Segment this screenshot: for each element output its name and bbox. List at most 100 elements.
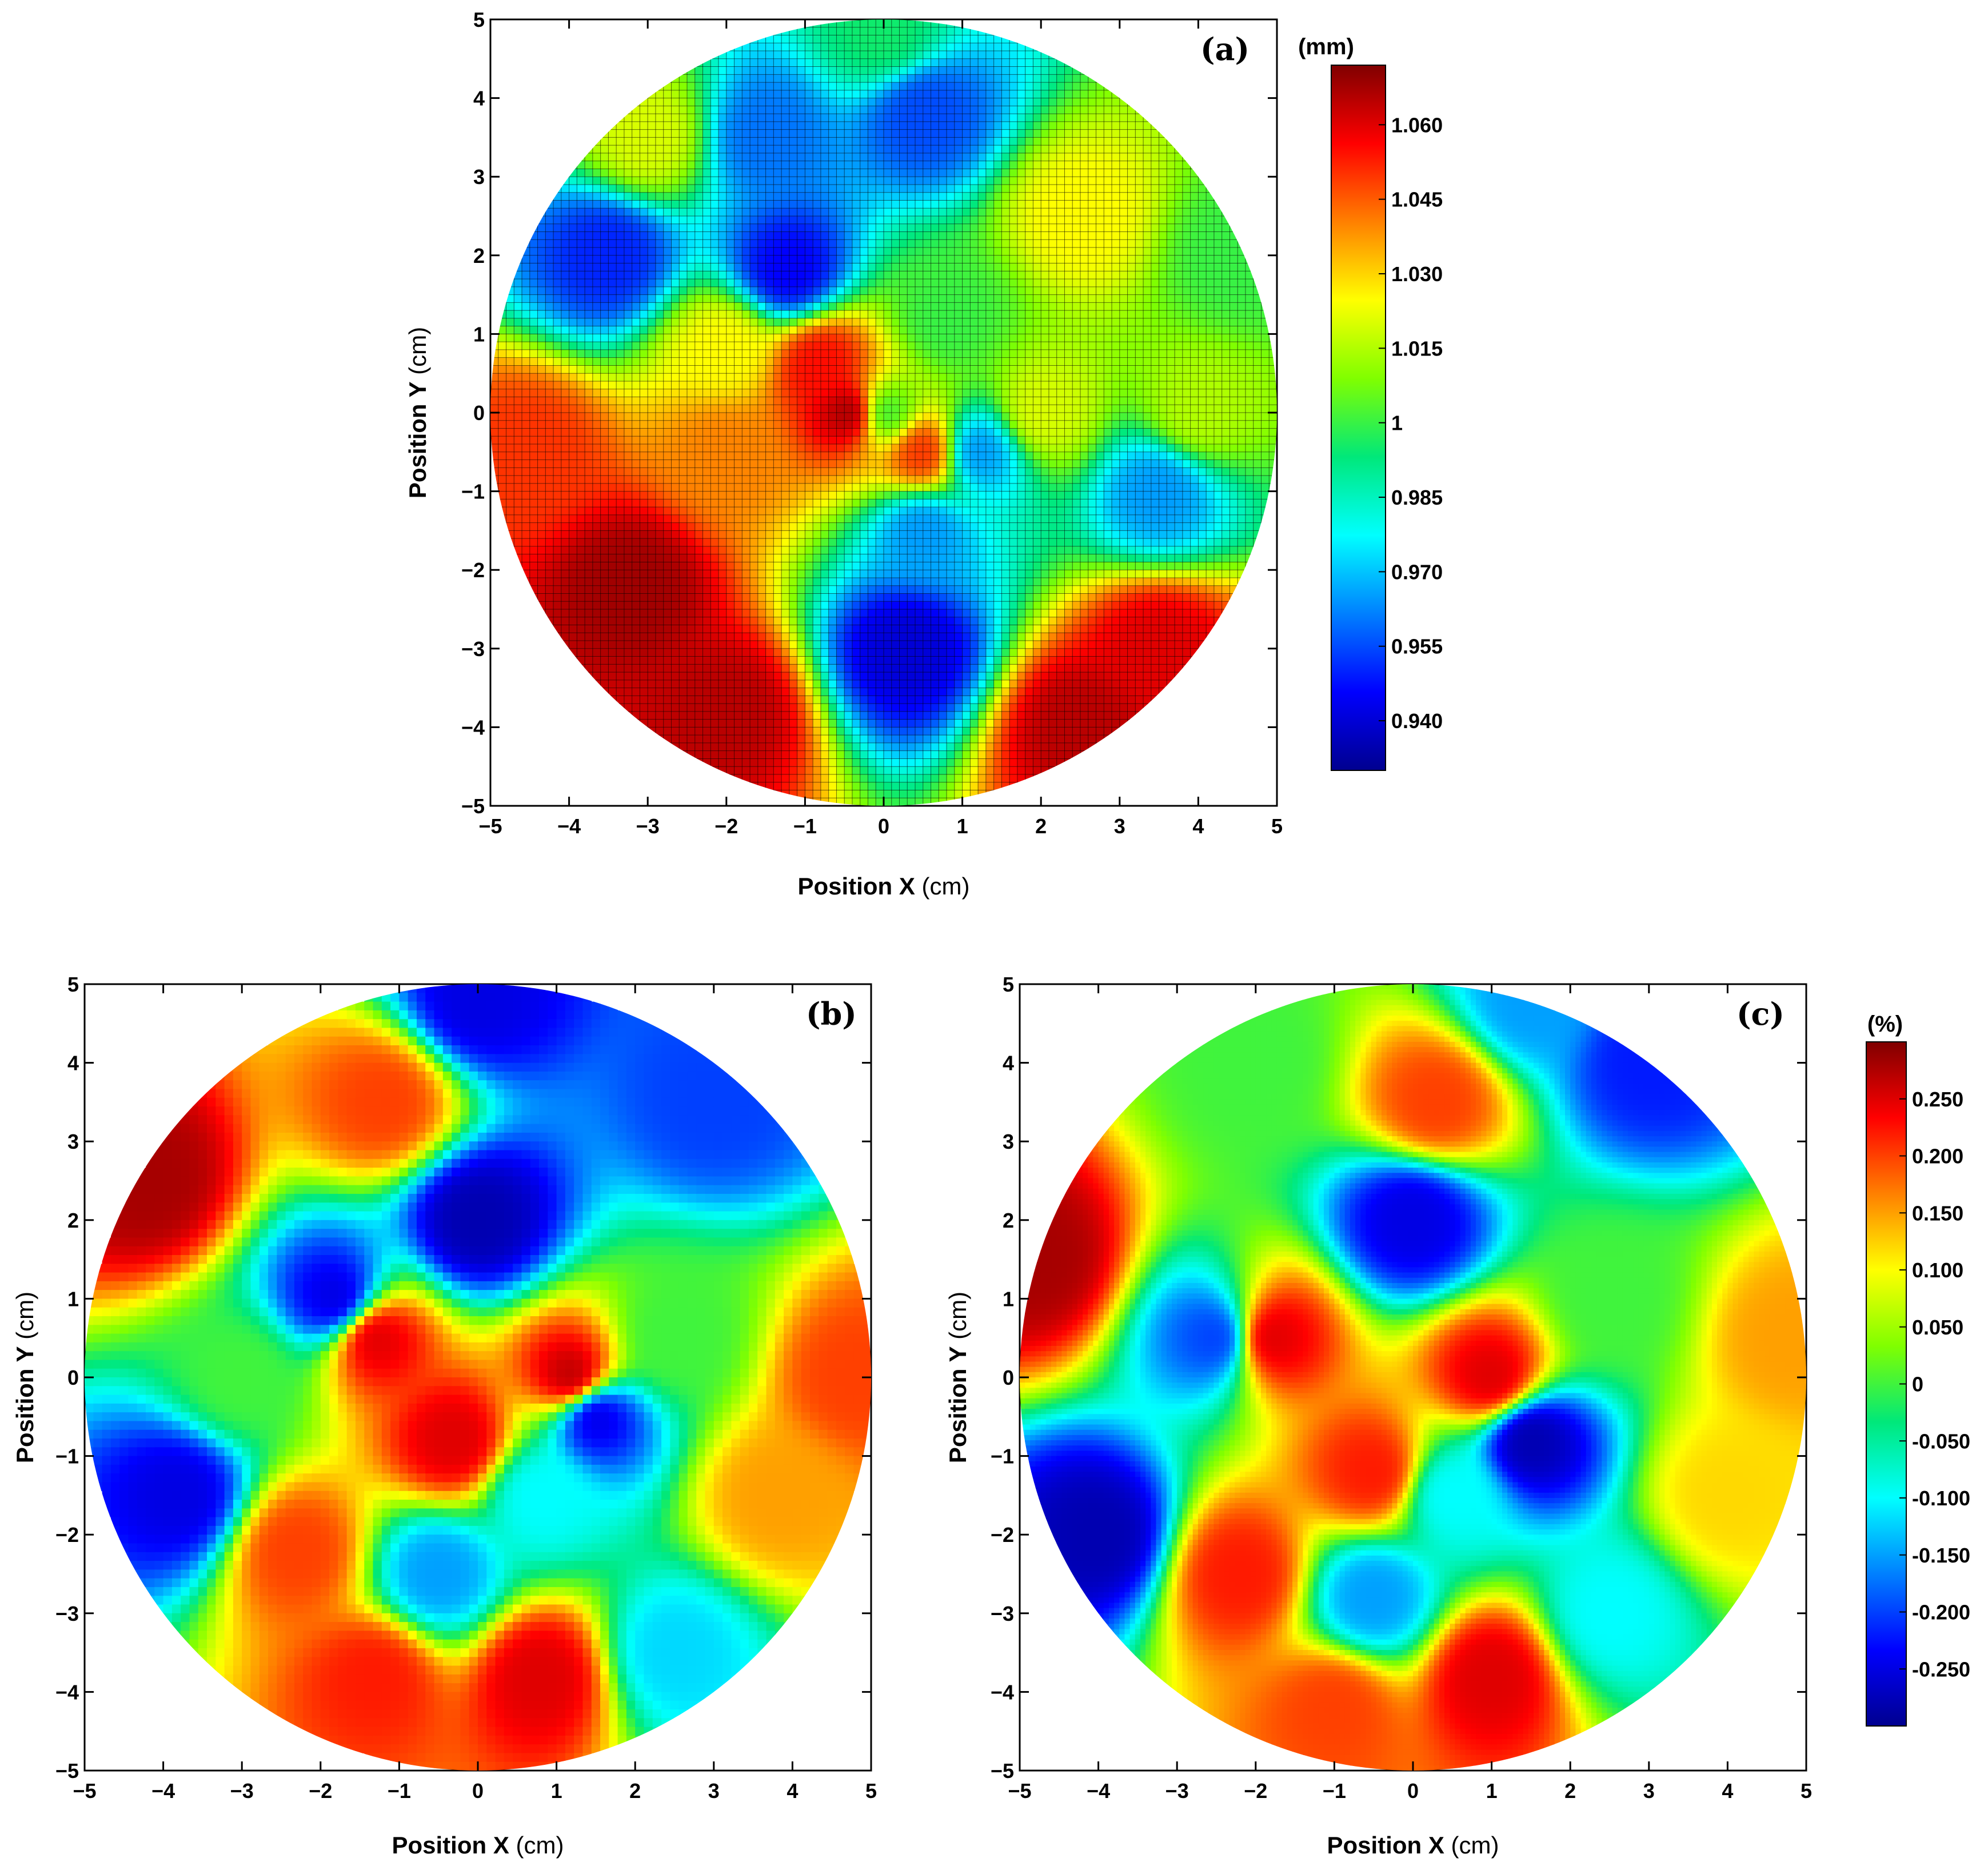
heatmap-cell	[907, 727, 916, 736]
heatmap-cell	[828, 459, 837, 468]
heatmap-cell	[899, 192, 908, 201]
heatmap-cell	[923, 271, 932, 279]
heatmap-cell	[687, 459, 696, 468]
heatmap-cell	[702, 247, 711, 256]
heatmap-cell	[632, 688, 641, 696]
heatmap-cell	[860, 476, 869, 484]
heatmap-cell	[694, 389, 704, 398]
heatmap-cell	[592, 491, 601, 500]
heatmap-cell	[506, 357, 514, 366]
heatmap-cell	[797, 444, 805, 453]
heatmap-cell	[797, 381, 805, 390]
heatmap-cell	[608, 593, 617, 602]
heatmap-cell	[734, 51, 742, 59]
heatmap-cell	[702, 286, 711, 295]
heatmap-cell	[884, 633, 892, 641]
heatmap-cell	[931, 397, 939, 405]
heatmap-cell	[765, 121, 774, 130]
heatmap-cell	[923, 66, 932, 75]
heatmap-cell	[522, 279, 530, 287]
heatmap-cell	[640, 562, 648, 570]
heatmap-cell	[616, 577, 625, 586]
heatmap-cell	[773, 727, 782, 736]
heatmap-cell	[640, 216, 648, 225]
heatmap-cell	[891, 428, 900, 437]
heatmap-cell	[820, 177, 829, 185]
heatmap-cell	[577, 192, 585, 201]
heatmap-cell	[899, 263, 908, 271]
heatmap-cell	[718, 617, 727, 626]
heatmap-cell	[687, 704, 696, 712]
heatmap-cell	[915, 27, 924, 36]
heatmap-cell	[899, 514, 908, 524]
heatmap-cell	[577, 436, 585, 445]
heatmap-cell	[844, 302, 853, 311]
heatmap-cell	[836, 58, 845, 67]
heatmap-cell	[577, 601, 585, 610]
heatmap-cell	[789, 51, 798, 59]
heatmap-cell	[939, 35, 947, 43]
heatmap-cell	[592, 271, 601, 279]
heatmap-cell	[490, 444, 499, 453]
heatmap-cell	[734, 672, 742, 681]
heatmap-cell	[750, 601, 759, 610]
heatmap-cell	[820, 318, 829, 327]
heatmap-cell	[773, 51, 782, 59]
heatmap-cell	[718, 98, 727, 106]
heatmap-cell	[718, 625, 727, 633]
heatmap-cell	[891, 51, 900, 59]
heatmap-cell	[820, 35, 829, 43]
heatmap-cell	[789, 766, 798, 775]
heatmap-cell	[694, 413, 704, 421]
heatmap-cell	[632, 208, 641, 217]
heatmap-cell	[734, 680, 742, 689]
heatmap-cell	[947, 570, 955, 578]
heatmap-cell	[726, 444, 735, 453]
heatmap-cell	[679, 742, 688, 752]
heatmap-cell	[640, 318, 648, 327]
heatmap-cell	[640, 546, 648, 555]
heatmap-cell	[954, 231, 963, 240]
heatmap-cell	[742, 373, 751, 382]
heatmap-cell	[710, 656, 719, 665]
heatmap-cell	[931, 271, 939, 279]
heatmap-cell	[569, 255, 577, 264]
heatmap-cell	[860, 735, 869, 744]
heatmap-cell	[600, 169, 609, 177]
heatmap-cell	[710, 177, 719, 185]
heatmap-cell	[742, 223, 751, 233]
heatmap-cell	[577, 169, 585, 177]
heatmap-cell	[702, 413, 711, 421]
heatmap-cell	[561, 334, 570, 342]
heatmap-cell	[939, 106, 947, 114]
heatmap-cell	[939, 696, 947, 704]
heatmap-cell	[687, 577, 696, 586]
heatmap-cell	[734, 459, 742, 468]
heatmap-cell	[947, 648, 955, 657]
heatmap-cell	[616, 593, 625, 602]
heatmap-cell	[757, 302, 767, 311]
heatmap-cell	[718, 153, 727, 162]
heatmap-cell	[844, 774, 853, 783]
heatmap-cell	[781, 451, 790, 461]
heatmap-cell	[577, 546, 585, 555]
heatmap-cell	[884, 66, 892, 75]
heatmap-cell	[781, 177, 790, 185]
heatmap-cell	[569, 585, 577, 594]
heatmap-cell	[679, 310, 688, 319]
heatmap-cell	[899, 522, 908, 531]
heatmap-cell	[923, 688, 932, 696]
heatmap-cell	[726, 766, 735, 775]
heatmap-cell	[773, 491, 782, 500]
heatmap-cell	[655, 200, 664, 209]
heatmap-cell	[529, 538, 538, 547]
heatmap-cell	[506, 514, 514, 524]
heatmap-cell	[750, 106, 759, 114]
heatmap-cell	[600, 570, 609, 578]
heatmap-cell	[923, 334, 932, 342]
heatmap-cell	[820, 672, 829, 681]
heatmap-cell	[828, 294, 837, 303]
heatmap-cell	[797, 121, 805, 130]
heatmap-cell	[514, 451, 522, 461]
heatmap-cell	[561, 444, 570, 453]
